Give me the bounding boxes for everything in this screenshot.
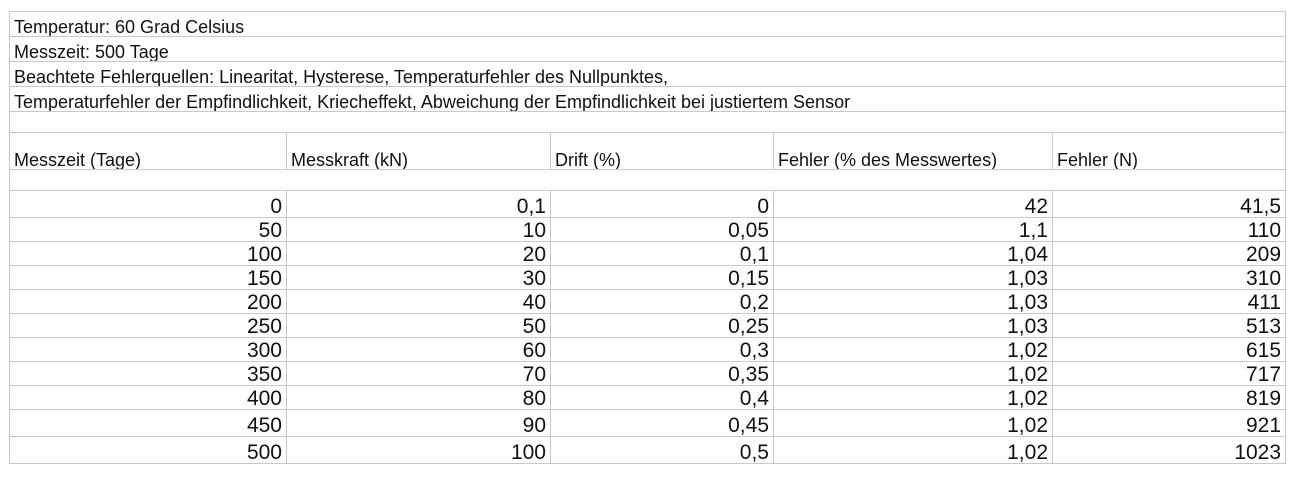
- info-cell-temperature[interactable]: Temperatur: 60 Grad Celsius: [8, 11, 1287, 37]
- cell-messkraft[interactable]: 80: [286, 385, 551, 410]
- header-cell-messkraft[interactable]: Messkraft (kN): [286, 132, 551, 170]
- cell-fehler-percent[interactable]: 1,02: [773, 385, 1053, 410]
- cell-messkraft[interactable]: 70: [286, 361, 551, 386]
- cell-fehler-percent[interactable]: 1,04: [773, 241, 1053, 266]
- cell-drift[interactable]: 0: [550, 190, 774, 218]
- cell-drift[interactable]: 0,1: [550, 241, 774, 266]
- cell-fehler-percent[interactable]: 1,03: [773, 313, 1053, 338]
- cell-messzeit[interactable]: 50: [9, 217, 287, 242]
- cell-messkraft[interactable]: 0,1: [286, 190, 551, 218]
- cell-fehler-percent[interactable]: 42: [773, 190, 1053, 218]
- cell-messzeit[interactable]: 0: [9, 190, 287, 218]
- cell-messzeit[interactable]: 350: [9, 361, 287, 386]
- cell-fehler-n[interactable]: 41,5: [1051, 190, 1287, 218]
- spreadsheet-body: Temperatur: 60 Grad Celsius Messzeit: 50…: [8, 11, 1287, 464]
- empty-row: [8, 111, 1287, 133]
- table-row: 500 100 0,5 1,02 1023: [9, 436, 1287, 464]
- cell-drift[interactable]: 0,5: [550, 436, 774, 464]
- cell-messzeit[interactable]: 200: [9, 289, 287, 314]
- header-row: Messzeit (Tage) Messkraft (kN) Drift (%)…: [9, 132, 1287, 170]
- cell-drift[interactable]: 0,35: [550, 361, 774, 386]
- empty-cell[interactable]: [8, 111, 1287, 133]
- cell-fehler-percent[interactable]: 1,02: [773, 409, 1053, 437]
- info-row: Temperaturfehler der Empfindlichkeit, Kr…: [8, 86, 1287, 112]
- cell-messkraft[interactable]: 50: [286, 313, 551, 338]
- cell-fehler-n[interactable]: 1023: [1051, 436, 1287, 464]
- cell-drift[interactable]: 0,45: [550, 409, 774, 437]
- empty-row: [8, 169, 1287, 191]
- cell-messzeit[interactable]: 400: [9, 385, 287, 410]
- cell-messzeit[interactable]: 100: [9, 241, 287, 266]
- table-row: 0 0,1 0 42 41,5: [9, 190, 1287, 218]
- empty-cell[interactable]: [8, 169, 1287, 191]
- cell-fehler-n[interactable]: 209: [1051, 241, 1287, 266]
- info-row: Temperatur: 60 Grad Celsius: [8, 11, 1287, 37]
- cell-drift[interactable]: 0,25: [550, 313, 774, 338]
- info-cell-error-sources-continued[interactable]: Temperaturfehler der Empfindlichkeit, Kr…: [8, 86, 1287, 112]
- cell-messzeit[interactable]: 500: [9, 436, 287, 464]
- spreadsheet-table: Temperatur: 60 Grad Celsius Messzeit: 50…: [8, 11, 1287, 464]
- table-row: 50 10 0,05 1,1 110: [9, 217, 1287, 242]
- table-row: 250 50 0,25 1,03 513: [9, 313, 1287, 338]
- info-row: Messzeit: 500 Tage: [8, 36, 1287, 62]
- cell-messkraft[interactable]: 100: [286, 436, 551, 464]
- info-row: Beachtete Fehlerquellen: Linearitat, Hys…: [8, 61, 1287, 87]
- header-cell-messzeit[interactable]: Messzeit (Tage): [9, 132, 287, 170]
- cell-fehler-percent[interactable]: 1,1: [773, 217, 1053, 242]
- table-row: 400 80 0,4 1,02 819: [9, 385, 1287, 410]
- table-row: 100 20 0,1 1,04 209: [9, 241, 1287, 266]
- table-row: 350 70 0,35 1,02 717: [9, 361, 1287, 386]
- header-cell-fehler-n[interactable]: Fehler (N): [1051, 132, 1287, 170]
- cell-fehler-n[interactable]: 921: [1051, 409, 1287, 437]
- table-row: 450 90 0,45 1,02 921: [9, 409, 1287, 437]
- cell-fehler-percent[interactable]: 1,02: [773, 436, 1053, 464]
- table-row: 300 60 0,3 1,02 615: [9, 337, 1287, 362]
- cell-messkraft[interactable]: 20: [286, 241, 551, 266]
- cell-drift[interactable]: 0,15: [550, 265, 774, 290]
- info-cell-measurement-time[interactable]: Messzeit: 500 Tage: [8, 36, 1287, 62]
- cell-fehler-percent[interactable]: 1,03: [773, 265, 1053, 290]
- cell-fehler-n[interactable]: 819: [1051, 385, 1287, 410]
- cell-fehler-n[interactable]: 411: [1051, 289, 1287, 314]
- cell-fehler-n[interactable]: 310: [1051, 265, 1287, 290]
- table-row: 200 40 0,2 1,03 411: [9, 289, 1287, 314]
- cell-messzeit[interactable]: 300: [9, 337, 287, 362]
- cell-drift[interactable]: 0,3: [550, 337, 774, 362]
- cell-fehler-percent[interactable]: 1,02: [773, 337, 1053, 362]
- cell-fehler-percent[interactable]: 1,02: [773, 361, 1053, 386]
- header-cell-drift[interactable]: Drift (%): [550, 132, 774, 170]
- cell-drift[interactable]: 0,05: [550, 217, 774, 242]
- cell-messzeit[interactable]: 150: [9, 265, 287, 290]
- cell-messkraft[interactable]: 90: [286, 409, 551, 437]
- cell-drift[interactable]: 0,2: [550, 289, 774, 314]
- info-cell-error-sources[interactable]: Beachtete Fehlerquellen: Linearitat, Hys…: [8, 61, 1287, 87]
- cell-messkraft[interactable]: 30: [286, 265, 551, 290]
- cell-messzeit[interactable]: 450: [9, 409, 287, 437]
- header-cell-fehler-percent[interactable]: Fehler (% des Messwertes): [773, 132, 1053, 170]
- cell-messkraft[interactable]: 60: [286, 337, 551, 362]
- cell-fehler-n[interactable]: 615: [1051, 337, 1287, 362]
- cell-messkraft[interactable]: 40: [286, 289, 551, 314]
- cell-messkraft[interactable]: 10: [286, 217, 551, 242]
- cell-messzeit[interactable]: 250: [9, 313, 287, 338]
- table-row: 150 30 0,15 1,03 310: [9, 265, 1287, 290]
- cell-fehler-percent[interactable]: 1,03: [773, 289, 1053, 314]
- cell-fehler-n[interactable]: 717: [1051, 361, 1287, 386]
- cell-fehler-n[interactable]: 513: [1051, 313, 1287, 338]
- cell-drift[interactable]: 0,4: [550, 385, 774, 410]
- cell-fehler-n[interactable]: 110: [1051, 217, 1287, 242]
